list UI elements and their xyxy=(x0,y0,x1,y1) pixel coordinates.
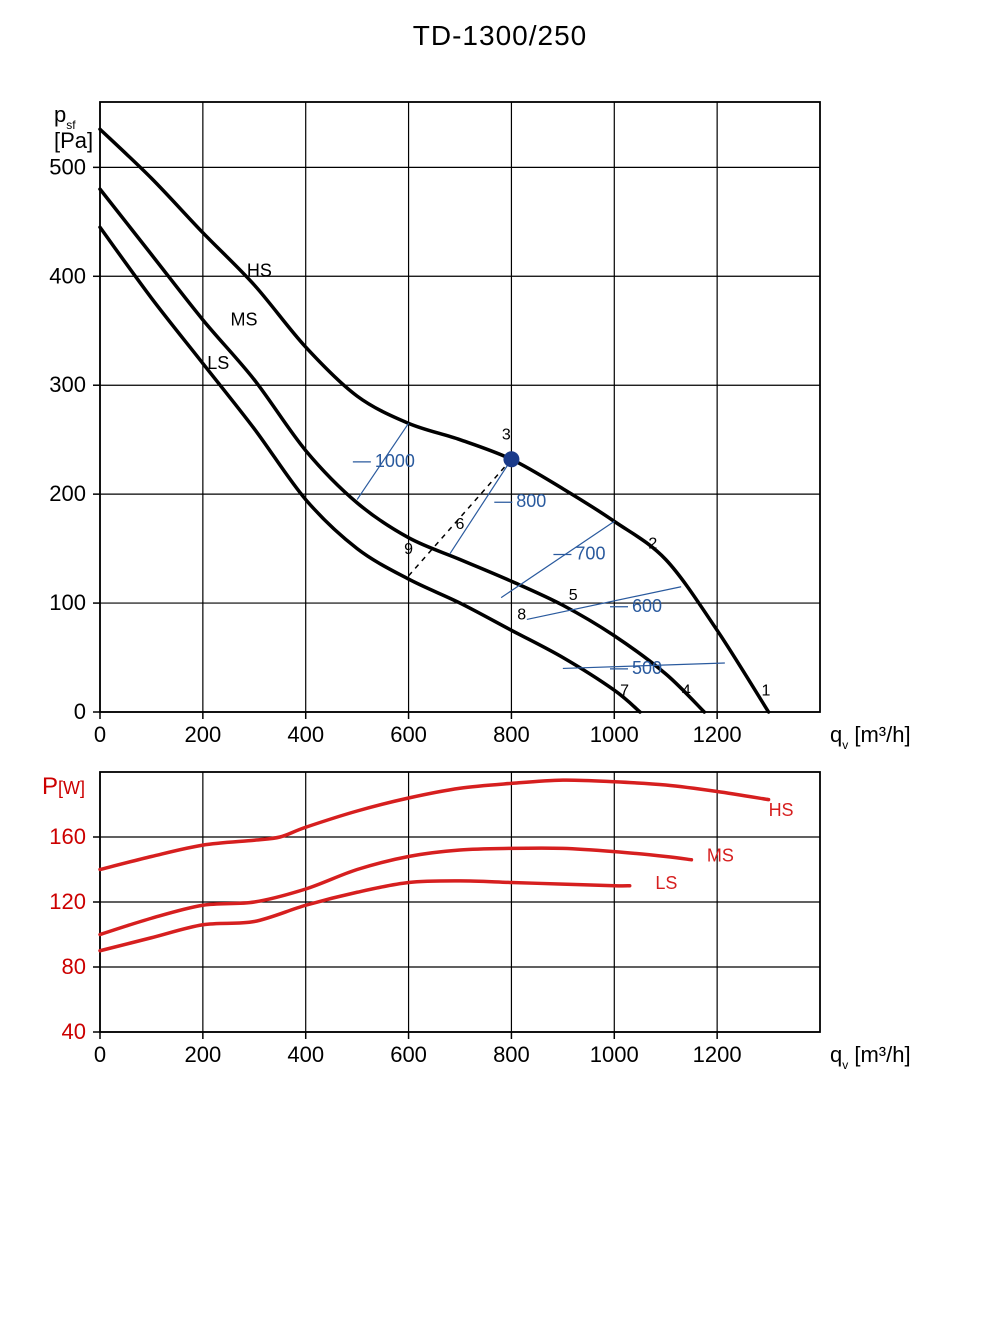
svg-text:0: 0 xyxy=(94,722,106,747)
svg-text:1000: 1000 xyxy=(590,722,639,747)
svg-text:160: 160 xyxy=(49,824,86,849)
svg-text:1200: 1200 xyxy=(693,722,742,747)
svg-text:600: 600 xyxy=(390,722,427,747)
svg-text:qv [m³/h]: qv [m³/h] xyxy=(830,722,911,752)
svg-text:800: 800 xyxy=(493,722,530,747)
svg-text:400: 400 xyxy=(287,722,324,747)
svg-text:200: 200 xyxy=(49,481,86,506)
point-label-3: 3 xyxy=(502,427,511,444)
svg-text:40: 40 xyxy=(62,1019,86,1044)
rpm-label-600: 600 xyxy=(632,596,662,616)
point-label-7: 7 xyxy=(620,683,629,700)
curve-ls xyxy=(100,227,640,712)
curve-label-ls: LS xyxy=(207,353,229,373)
power-curve-ls xyxy=(100,881,630,951)
curve-label-ms: MS xyxy=(231,309,258,329)
svg-text:400: 400 xyxy=(287,1042,324,1067)
svg-text:[Pa]: [Pa] xyxy=(54,128,93,153)
point-label-9: 9 xyxy=(404,541,413,558)
svg-text:100: 100 xyxy=(49,590,86,615)
power-chart: 0 200 400 600 800 1000 1200 40 80 120 160 P[W] qv [m… xyxy=(20,762,920,1082)
chart-title: TD-1300/250 xyxy=(20,20,980,52)
svg-text:200: 200 xyxy=(184,1042,221,1067)
point-label-2: 2 xyxy=(648,536,657,553)
pressure-chart: 0200400600800100012000100200300400500psf… xyxy=(20,82,920,762)
point-label-5: 5 xyxy=(569,587,578,604)
rpm-line-800 xyxy=(450,459,512,554)
svg-text:qv [m³/h]: qv [m³/h] xyxy=(830,1042,911,1072)
svg-text:80: 80 xyxy=(62,954,86,979)
svg-text:200: 200 xyxy=(184,722,221,747)
rpm-label-1000: 1000 xyxy=(375,451,415,471)
curve-label-hs: HS xyxy=(247,260,272,280)
rpm-label-700: 700 xyxy=(575,544,605,564)
svg-text:300: 300 xyxy=(49,372,86,397)
svg-text:0: 0 xyxy=(94,1042,106,1067)
power-curve-ms xyxy=(100,848,691,934)
svg-text:500: 500 xyxy=(49,154,86,179)
rpm-label-800: 800 xyxy=(516,491,546,511)
svg-text:1200: 1200 xyxy=(693,1042,742,1067)
curve-hs xyxy=(100,129,769,712)
point-label-4: 4 xyxy=(682,683,691,700)
svg-text:120: 120 xyxy=(49,889,86,914)
rpm-label-500: 500 xyxy=(632,658,662,678)
svg-text:600: 600 xyxy=(390,1042,427,1067)
svg-text:1000: 1000 xyxy=(590,1042,639,1067)
svg-text:0: 0 xyxy=(74,699,86,724)
svg-text:800: 800 xyxy=(493,1042,530,1067)
svg-text:400: 400 xyxy=(49,263,86,288)
point-label-8: 8 xyxy=(517,606,526,623)
power-label-hs: HS xyxy=(769,800,794,820)
power-label-ls: LS xyxy=(655,873,677,893)
point-label-6: 6 xyxy=(456,516,465,533)
power-label-ms: MS xyxy=(707,845,734,865)
svg-text:P[W]: P[W] xyxy=(42,773,85,800)
operating-point-marker xyxy=(503,451,519,467)
point-label-1: 1 xyxy=(762,683,771,700)
